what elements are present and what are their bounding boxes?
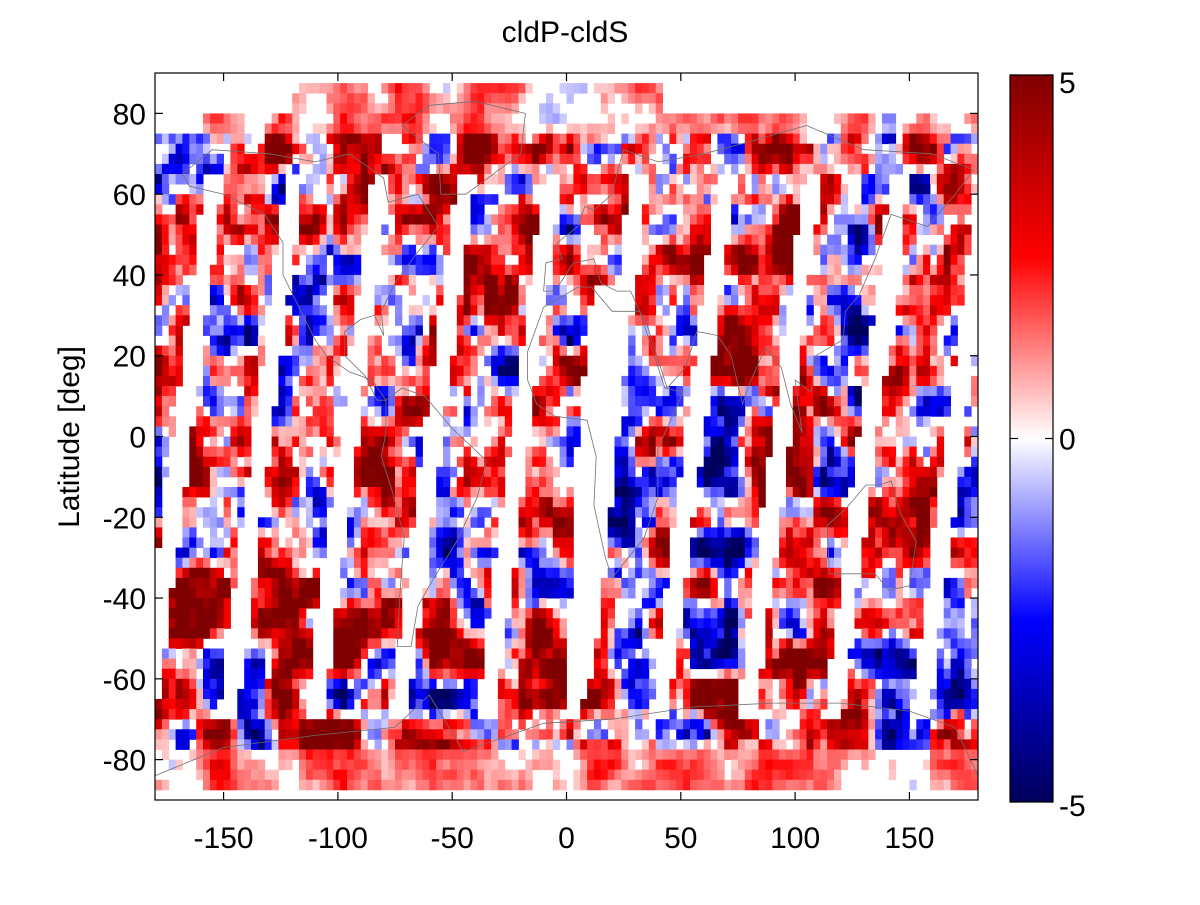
y-tick-label: 40 — [113, 260, 146, 293]
colorbar-tick-label: 0 — [1059, 424, 1076, 457]
y-tick-label: -60 — [103, 664, 146, 697]
y-tick-label: 80 — [113, 98, 146, 131]
x-tick-label: 0 — [558, 822, 575, 855]
colorbar-tick-label: 5 — [1059, 67, 1076, 100]
plot-area: -150 -100 -50 0 50 100 150 80 60 40 20 0 -20 -40 -60 -… — [103, 73, 979, 855]
x-tick-label: -100 — [308, 822, 368, 855]
y-axis-label: Latitude [deg] — [53, 346, 86, 528]
x-tick-label: -150 — [194, 822, 254, 855]
y-tick-label: 20 — [113, 341, 146, 374]
chart-title: cldP-cldS — [502, 16, 629, 49]
y-tick-label: -40 — [103, 583, 146, 616]
x-tick-label: -50 — [431, 822, 474, 855]
y-tick-label: 60 — [113, 179, 146, 212]
colorbar-tick-label: -5 — [1059, 790, 1086, 823]
colorbar: 5 0 -5 — [1010, 67, 1086, 823]
y-tick-label: -80 — [103, 745, 146, 778]
x-tick-label: 50 — [664, 822, 697, 855]
y-tick-label: -20 — [103, 502, 146, 535]
x-tick-label: 100 — [770, 822, 820, 855]
x-tick-label: 150 — [884, 822, 934, 855]
y-tick-label: 0 — [129, 422, 146, 455]
